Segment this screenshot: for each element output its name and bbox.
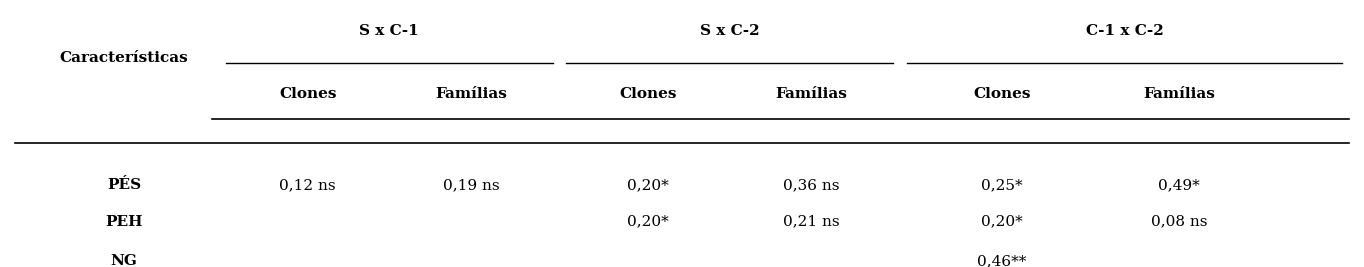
Text: 0,21 ns: 0,21 ns	[783, 215, 840, 229]
Text: 0,25*: 0,25*	[981, 178, 1023, 192]
Text: 0,49*: 0,49*	[1158, 178, 1200, 192]
Text: C-1 x C-2: C-1 x C-2	[1086, 24, 1163, 38]
Text: S x C-1: S x C-1	[360, 24, 419, 38]
Text: 0,19 ns: 0,19 ns	[443, 178, 499, 192]
Text: Clones: Clones	[278, 88, 337, 101]
Text: 0,46**: 0,46**	[977, 254, 1027, 267]
Text: Famílias: Famílias	[435, 88, 507, 101]
Text: PEH: PEH	[105, 215, 143, 229]
Text: 0,20*: 0,20*	[627, 178, 668, 192]
Text: PÉS: PÉS	[106, 178, 140, 192]
Text: 0,20*: 0,20*	[627, 215, 668, 229]
Text: Características: Características	[60, 51, 188, 65]
Text: Clones: Clones	[619, 88, 677, 101]
Text: 0,20*: 0,20*	[981, 215, 1023, 229]
Text: 0,36 ns: 0,36 ns	[783, 178, 840, 192]
Text: S x C-2: S x C-2	[700, 24, 760, 38]
Text: 0,08 ns: 0,08 ns	[1151, 215, 1207, 229]
Text: Famílias: Famílias	[775, 88, 847, 101]
Text: Clones: Clones	[973, 88, 1031, 101]
Text: Famílias: Famílias	[1143, 88, 1215, 101]
Text: 0,12 ns: 0,12 ns	[280, 178, 336, 192]
Text: NG: NG	[110, 254, 138, 267]
